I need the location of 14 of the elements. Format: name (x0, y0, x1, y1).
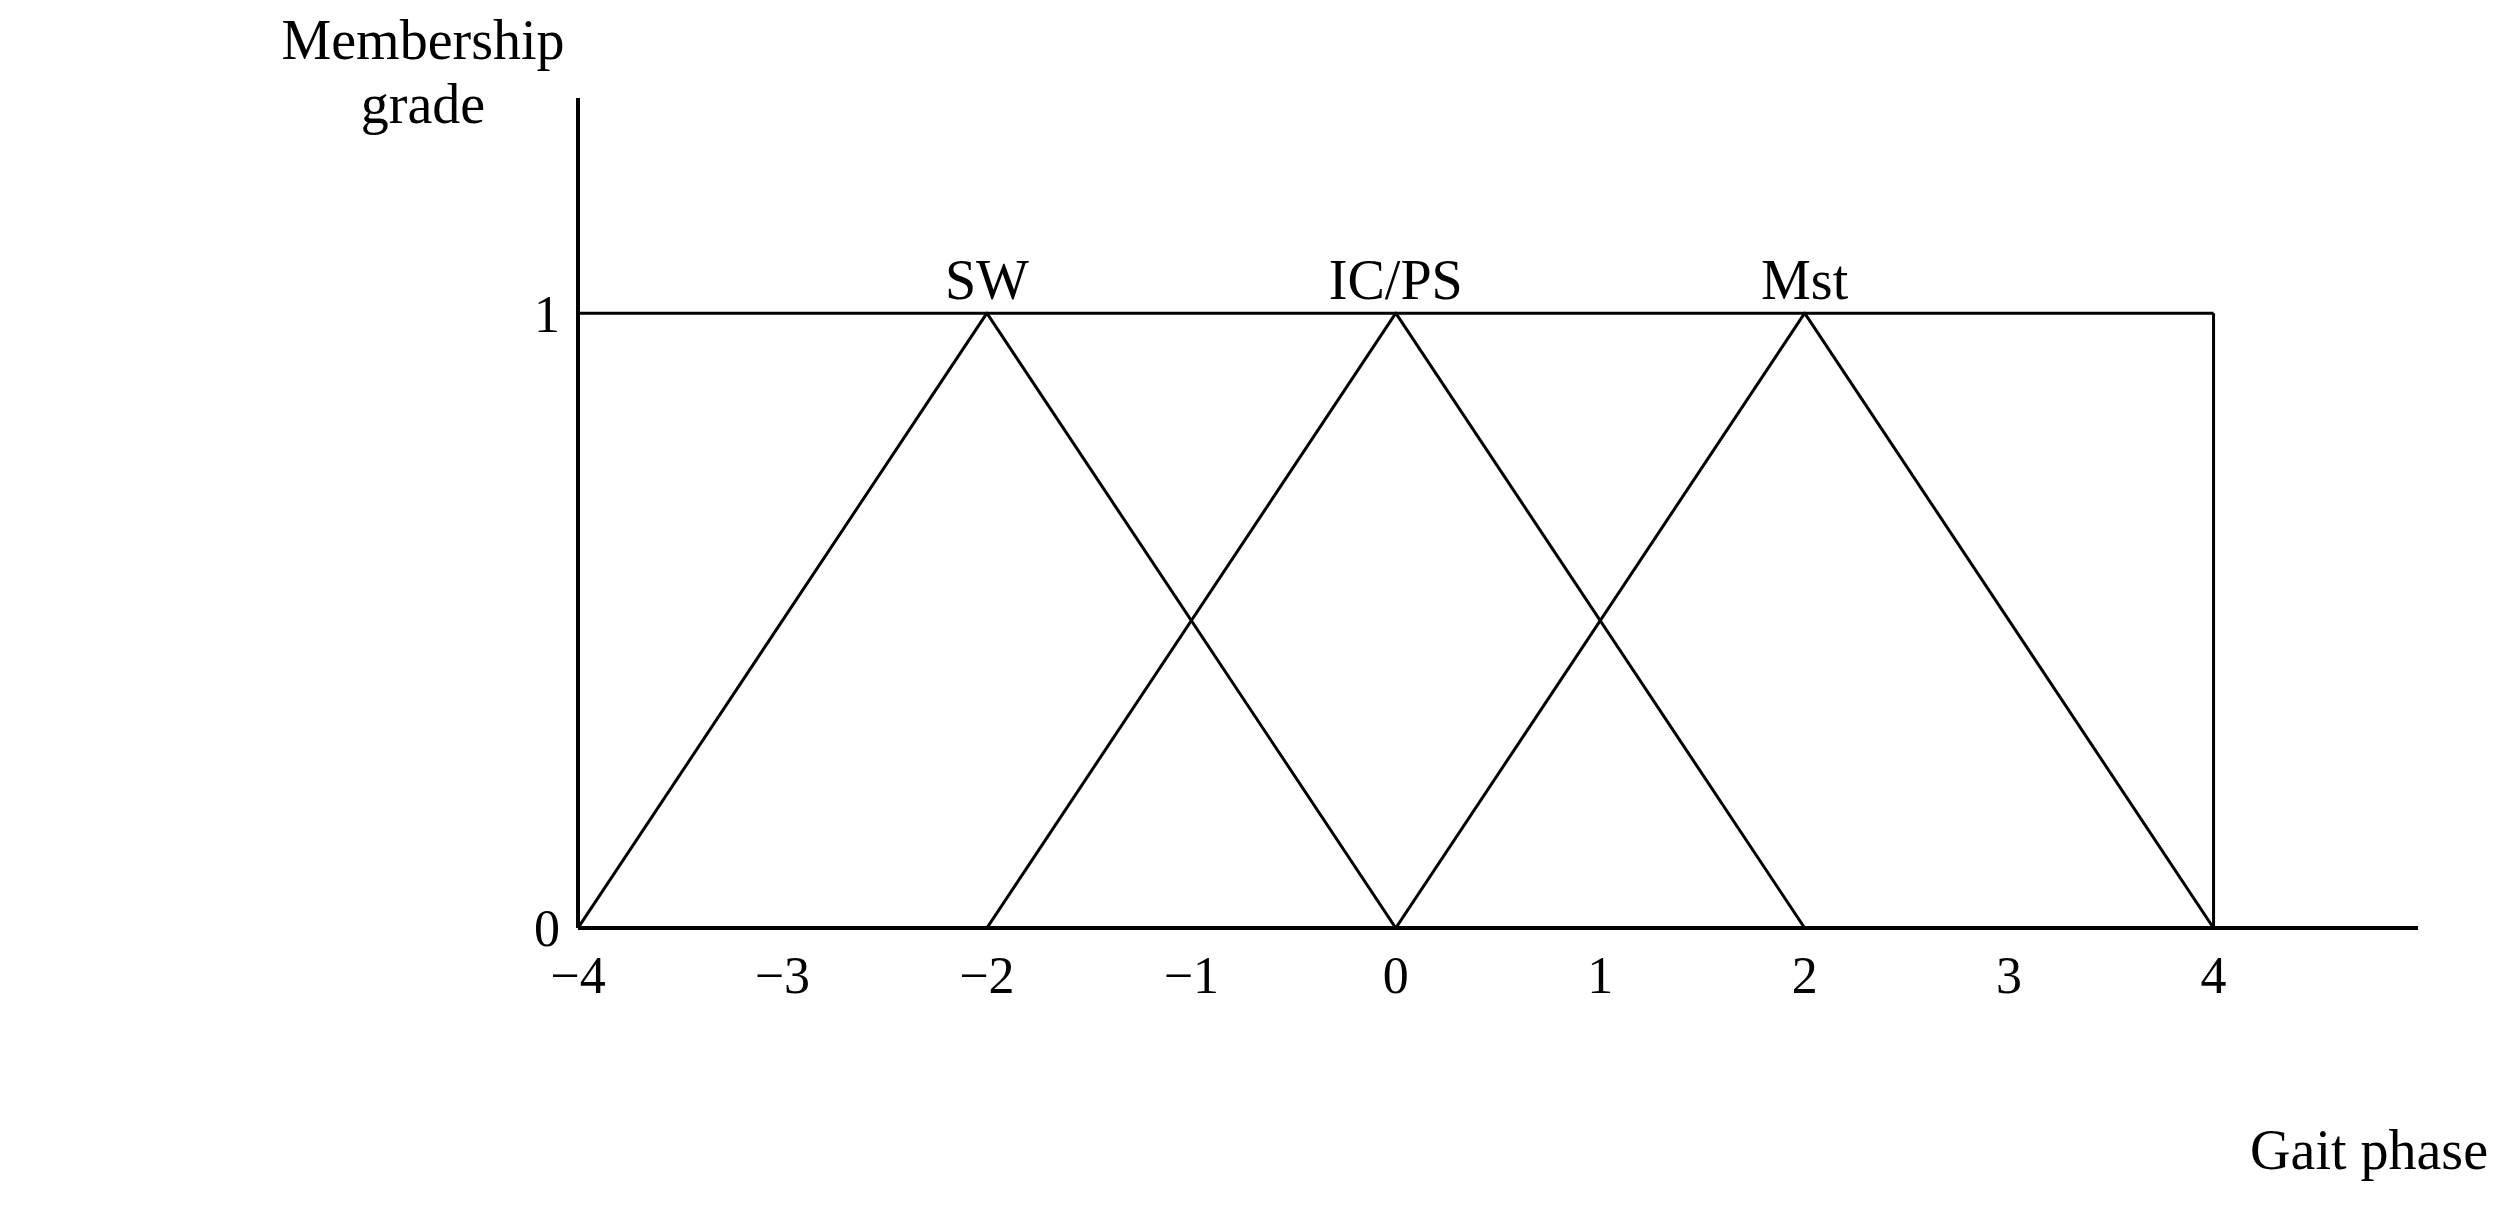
x-tick-label: 4 (2200, 946, 2227, 1004)
series-label: SW (944, 249, 1030, 312)
x-tick-label: −1 (1163, 946, 1219, 1004)
x-tick-label: −3 (754, 946, 811, 1004)
x-tick-label: 2 (1791, 946, 1818, 1004)
x-tick-label: −2 (959, 946, 1015, 1004)
series-label: IC/PS (1328, 249, 1463, 312)
x-axis-title: Gait phase (2250, 1118, 2488, 1182)
x-tick-label: 3 (1996, 946, 2023, 1004)
x-tick-label: −4 (550, 946, 606, 1004)
y-axis-title: Membership grade (280, 8, 566, 136)
x-tick-label: 1 (1587, 946, 1614, 1004)
series-label: Mst (1761, 249, 1849, 312)
x-tick-label: 0 (1382, 946, 1409, 1004)
